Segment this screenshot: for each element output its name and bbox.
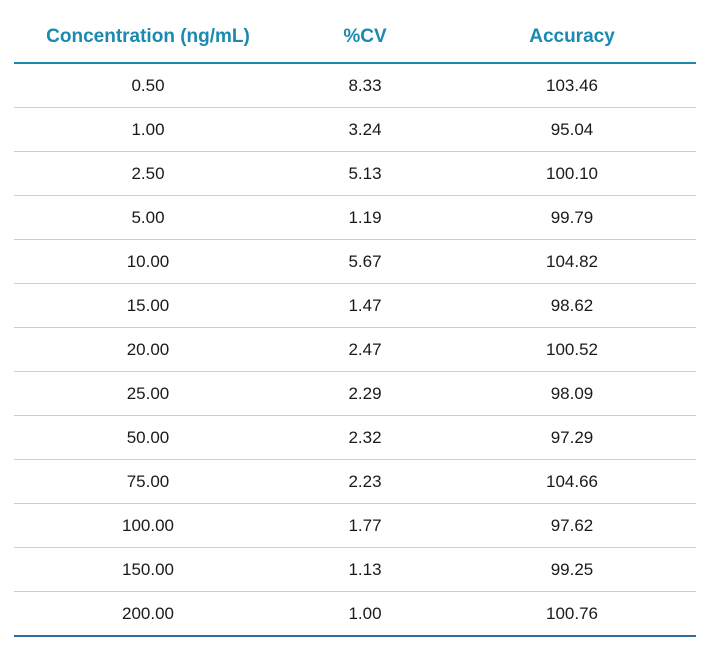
cell-concentration: 75.00 [14,459,282,504]
cell-accuracy: 98.09 [448,371,696,416]
cell-cv: 8.33 [282,63,448,108]
cell-cv: 1.19 [282,195,448,240]
table-row: 150.00 1.13 99.25 [14,547,696,592]
cell-accuracy: 97.29 [448,415,696,460]
cell-cv: 5.13 [282,151,448,196]
cell-concentration: 150.00 [14,547,282,592]
cell-accuracy: 100.76 [448,591,696,637]
cell-cv: 1.77 [282,503,448,548]
concentration-table: Concentration (ng/mL) %CV Accuracy 0.50 8… [14,12,696,637]
column-header-accuracy: Accuracy [448,12,696,64]
cell-accuracy: 100.52 [448,327,696,372]
cell-cv: 2.32 [282,415,448,460]
cell-concentration: 15.00 [14,283,282,328]
cell-cv: 2.29 [282,371,448,416]
cell-accuracy: 104.66 [448,459,696,504]
cell-concentration: 5.00 [14,195,282,240]
column-header-cv: %CV [282,12,448,64]
cell-cv: 1.13 [282,547,448,592]
cell-concentration: 1.00 [14,107,282,152]
cell-cv: 2.47 [282,327,448,372]
cell-concentration: 50.00 [14,415,282,460]
cell-concentration: 25.00 [14,371,282,416]
cell-accuracy: 97.62 [448,503,696,548]
table-row: 200.00 1.00 100.76 [14,591,696,637]
column-header-concentration: Concentration (ng/mL) [14,12,282,64]
table-row: 1.00 3.24 95.04 [14,107,696,152]
data-table-container: Concentration (ng/mL) %CV Accuracy 0.50 8… [14,12,696,637]
cell-accuracy: 104.82 [448,239,696,284]
cell-accuracy: 95.04 [448,107,696,152]
cell-accuracy: 100.10 [448,151,696,196]
cell-accuracy: 103.46 [448,63,696,108]
header-row: Concentration (ng/mL) %CV Accuracy [14,12,696,64]
table-row: 100.00 1.77 97.62 [14,503,696,548]
table-row: 50.00 2.32 97.29 [14,415,696,460]
cell-accuracy: 99.79 [448,195,696,240]
cell-concentration: 20.00 [14,327,282,372]
cell-cv: 2.23 [282,459,448,504]
cell-cv: 5.67 [282,239,448,284]
cell-accuracy: 98.62 [448,283,696,328]
cell-concentration: 2.50 [14,151,282,196]
table-row: 5.00 1.19 99.79 [14,195,696,240]
cell-cv: 1.47 [282,283,448,328]
cell-concentration: 10.00 [14,239,282,284]
cell-cv: 3.24 [282,107,448,152]
table-row: 2.50 5.13 100.10 [14,151,696,196]
table-row: 15.00 1.47 98.62 [14,283,696,328]
table-row: 75.00 2.23 104.66 [14,459,696,504]
cell-cv: 1.00 [282,591,448,637]
table-header: Concentration (ng/mL) %CV Accuracy [14,12,696,64]
table-row: 25.00 2.29 98.09 [14,371,696,416]
cell-concentration: 200.00 [14,591,282,637]
cell-accuracy: 99.25 [448,547,696,592]
table-body: 0.50 8.33 103.46 1.00 3.24 95.04 2.50 5.13 100.1… [14,63,696,637]
table-row: 0.50 8.33 103.46 [14,63,696,108]
cell-concentration: 100.00 [14,503,282,548]
table-row: 20.00 2.47 100.52 [14,327,696,372]
cell-concentration: 0.50 [14,63,282,108]
table-row: 10.00 5.67 104.82 [14,239,696,284]
